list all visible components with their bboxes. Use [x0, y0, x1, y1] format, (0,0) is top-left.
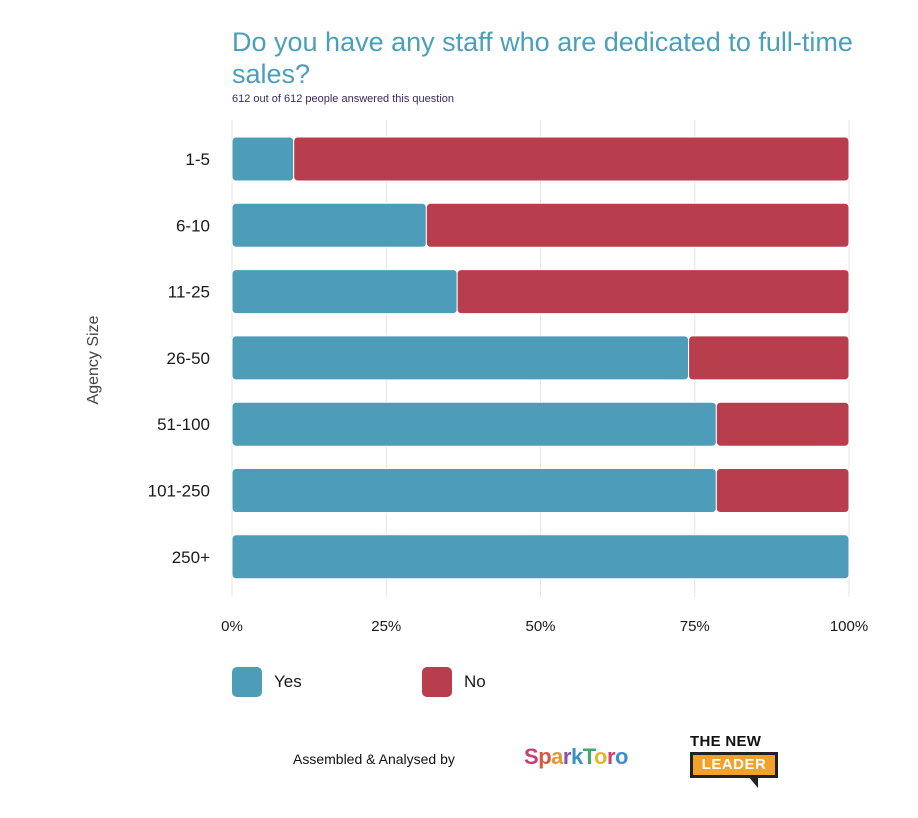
category-label: 250+: [172, 548, 210, 567]
logo-text-the-new: THE NEW: [690, 733, 762, 750]
category-label: 1-5: [185, 150, 210, 169]
bar-yes: [231, 202, 427, 248]
logo-letter: T: [582, 744, 595, 769]
bar-no: [456, 269, 850, 315]
bar-no: [715, 468, 850, 513]
logo-letter: S: [524, 744, 539, 769]
sparktoro-logo: SparkToro: [524, 744, 628, 770]
x-tick-labels: 0% 25% 50% 75% 100%: [221, 618, 868, 635]
bar-yes: [231, 401, 717, 447]
x-tick-label: 50%: [525, 618, 555, 635]
chart-subtitle: 612 out of 612 people answered this ques…: [232, 93, 454, 105]
category-label: 6-10: [176, 216, 210, 235]
category-label: 51-100: [157, 415, 210, 434]
x-tick-label: 75%: [680, 618, 710, 635]
logo-letter: a: [551, 744, 563, 769]
logo-letter: r: [606, 744, 616, 769]
chart-title: Do you have any staff who are dedicated …: [232, 27, 853, 89]
footer-credit: Assembled & Analysed by: [293, 751, 455, 767]
category-label: 11-25: [168, 283, 210, 302]
bar-yes: [231, 534, 850, 580]
legend-item-no: No: [422, 667, 486, 697]
logo-letter: o: [615, 744, 628, 769]
category-labels: 1-5 6-10 11-25 26-50 51-100 101-250 250+: [148, 150, 210, 567]
legend-label-yes: Yes: [274, 672, 302, 691]
logo-letter: p: [538, 744, 552, 769]
speech-bubble-tail-icon: [748, 776, 758, 788]
bar-no: [715, 401, 850, 447]
legend-item-yes: Yes: [232, 667, 302, 697]
bar-yes: [231, 335, 690, 381]
category-label: 101-250: [148, 482, 210, 501]
bar-yes: [231, 269, 458, 315]
logo-letter: r: [562, 744, 572, 769]
bar-chart: 1-5 6-10 11-25 26-50 51-100 101-250 250+ 0% 25%…: [85, 120, 868, 635]
x-tick-label: 100%: [830, 618, 868, 635]
bar-yes: [231, 468, 717, 513]
legend-swatch-no: [422, 667, 452, 697]
y-axis-label: Agency Size: [85, 315, 102, 404]
logo-letter: o: [594, 744, 607, 769]
x-tick-label: 25%: [371, 618, 401, 635]
legend-label-no: No: [464, 672, 486, 691]
the-new-leader-logo: THE NEW LEADER: [690, 733, 786, 789]
bar-yes: [231, 136, 295, 182]
bar-no: [425, 202, 850, 248]
category-label: 26-50: [167, 349, 210, 368]
bar-no: [293, 136, 850, 182]
bars: [231, 136, 850, 580]
logo-letter: k: [570, 744, 583, 769]
bar-no: [688, 335, 850, 381]
legend-swatch-yes: [232, 667, 262, 697]
logo-text-leader: LEADER: [690, 752, 778, 778]
x-tick-label: 0%: [221, 618, 243, 635]
